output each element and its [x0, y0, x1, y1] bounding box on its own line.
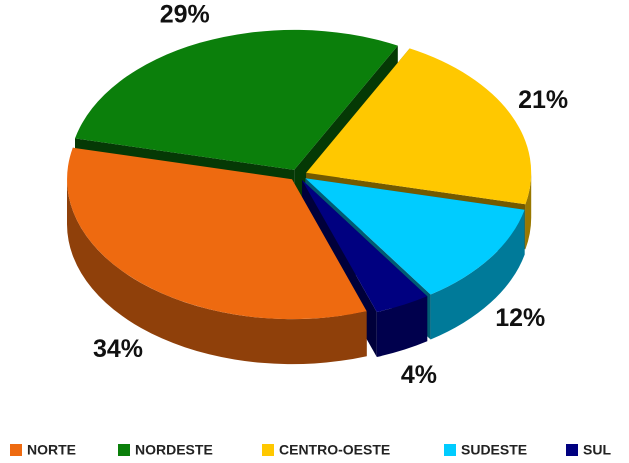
pie-tops — [67, 29, 532, 320]
data-label: 12% — [495, 304, 545, 332]
legend-item: SUL — [566, 442, 611, 458]
slice — [306, 48, 532, 205]
pie-rims — [67, 172, 532, 365]
slice-side — [67, 179, 367, 365]
legend-swatch — [262, 444, 274, 456]
legend-swatch — [118, 444, 130, 456]
legend-label: SUL — [583, 442, 611, 458]
legend-item: NORTE — [10, 442, 76, 458]
slice — [305, 178, 525, 295]
legend-label: CENTRO-OESTE — [279, 442, 390, 458]
legend-swatch — [10, 444, 22, 456]
legend-label: SUDESTE — [461, 442, 527, 458]
legend-label: NORDESTE — [135, 442, 213, 458]
slice — [67, 147, 367, 320]
legend-item: NORDESTE — [118, 442, 213, 458]
legend-swatch — [566, 444, 578, 456]
slice — [302, 180, 428, 312]
data-label: 29% — [160, 1, 210, 29]
slice — [75, 29, 398, 170]
data-label: 21% — [518, 86, 568, 114]
slice-side — [376, 296, 428, 357]
legend-item: CENTRO-OESTE — [262, 442, 390, 458]
legend-label: NORTE — [27, 442, 76, 458]
legend-swatch — [444, 444, 456, 456]
slice-side — [525, 172, 532, 250]
slice-side — [430, 209, 525, 340]
legend-item: SUDESTE — [444, 442, 527, 458]
data-label: 34% — [93, 335, 143, 363]
data-label: 4% — [401, 361, 437, 389]
